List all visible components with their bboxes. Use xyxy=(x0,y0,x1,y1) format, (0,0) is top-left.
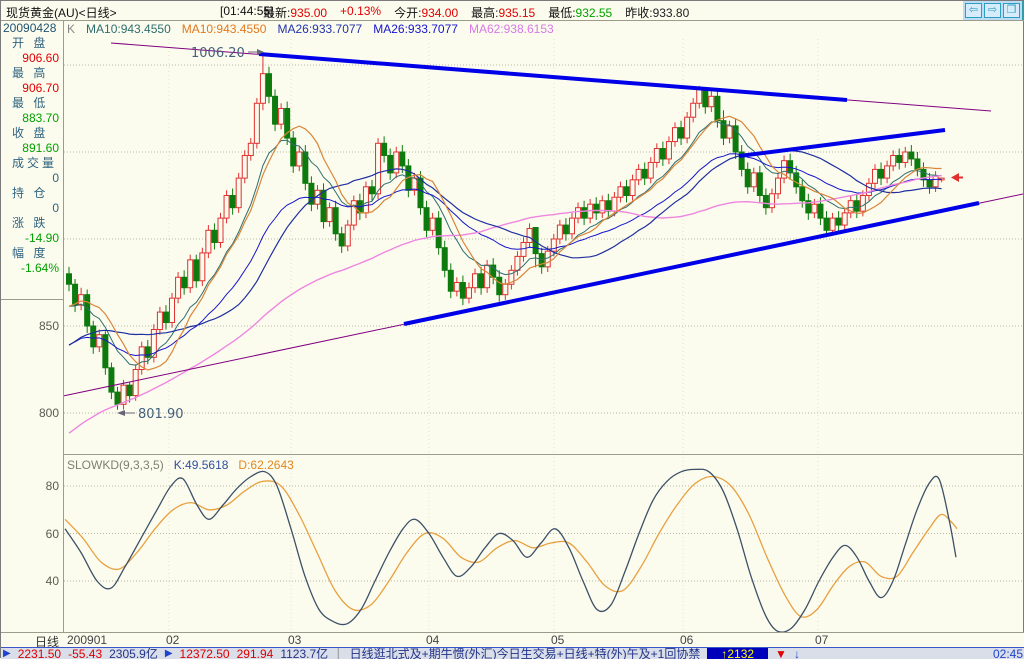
x-tick-07: 07 xyxy=(815,633,829,647)
index-icon: ▶ xyxy=(164,648,173,659)
quote-time: [01:44:55] xyxy=(220,4,274,18)
ma26-value-2: MA26:933.7077 xyxy=(373,22,458,36)
window-nav-buttons: ⇦ ⇨ ❐ xyxy=(963,1,1024,20)
x-axis: 日线 200901 02 03 04 05 06 07 xyxy=(1,633,1024,649)
divider xyxy=(63,454,1024,455)
quote-stats: 最新:935.00 +0.13% 今开:934.00 最高:935.15 最低:… xyxy=(263,4,702,21)
stat-value-change-pct: +0.13% xyxy=(340,4,382,18)
index2-price: 12372.50 xyxy=(179,647,230,659)
divider xyxy=(1,299,63,300)
kd-axis-label-60: 60 xyxy=(45,527,59,541)
stat-label: 昨收: xyxy=(625,6,653,20)
ma10-value: MA10:943.4550 xyxy=(86,22,171,36)
kd-axis-label-40: 40 xyxy=(45,574,59,588)
x-tick-06: 06 xyxy=(680,633,694,647)
x-tick-03: 03 xyxy=(288,633,302,647)
period-selector[interactable]: 日线 xyxy=(34,635,59,649)
sidebar-row-low: 最 低 883.70 xyxy=(12,96,59,125)
svg-text:1006.20: 1006.20 xyxy=(191,46,245,61)
stat-value-last: 935.00 xyxy=(290,6,328,20)
quote-sidebar: 20090428 开 盘 906.60 最 高 906.70 最 低 883.70 收… xyxy=(1,21,63,276)
slowkd-label: SLOWKD(9,3,3,5) xyxy=(67,458,164,472)
sidebar-row-change-pct: 幅 度 -1.64% xyxy=(12,246,59,275)
slowkd-d-value: D:62.2643 xyxy=(238,458,294,472)
index-icon: ▶ xyxy=(3,648,11,659)
price-axis-label-800: 800 xyxy=(38,406,59,420)
index2-amount: 1123.7亿 xyxy=(280,647,329,659)
x-tick-05: 05 xyxy=(551,633,565,647)
sidebar-row-change: 涨 跌 -14.90 xyxy=(12,216,59,245)
divider xyxy=(1,632,1024,633)
x-tick-200901: 200901 xyxy=(67,633,108,647)
instrument-title: 现货黄金(AU)<日线> xyxy=(6,6,117,20)
slowkd-k-value: K:49.5618 xyxy=(173,458,229,472)
k-chart-label: K xyxy=(67,22,76,36)
sidebar-row-close: 收 盘 891.60 xyxy=(12,126,59,155)
stat-value-open: 934.00 xyxy=(421,6,459,20)
divider xyxy=(63,20,64,647)
divider xyxy=(1,20,1024,21)
sidebar-row-volume: 成交量 0 xyxy=(12,156,59,185)
stat-value-high: 935.15 xyxy=(498,6,536,20)
cascade-window-icon[interactable]: ❐ xyxy=(1003,3,1020,18)
down-arrow-icon: ▼ xyxy=(775,647,787,659)
forward-arrow-icon[interactable]: ⇨ xyxy=(984,3,1001,18)
x-tick-04: 04 xyxy=(426,633,440,647)
stat-label: 最高: xyxy=(471,6,499,20)
stat-value-low: 932.55 xyxy=(575,6,613,20)
back-arrow-icon[interactable]: ⇦ xyxy=(965,3,982,18)
stat-label: 最新: xyxy=(263,6,291,20)
main-chart-panel[interactable]: 1006.20 801.90 xyxy=(63,38,1023,454)
slowkd-header: SLOWKD(9,3,3,5) K:49.5618 D:62.2643 xyxy=(67,458,294,472)
scroll-down-icon[interactable]: ↓ xyxy=(793,647,800,659)
ma10-value-2: MA10:943.4550 xyxy=(181,22,267,36)
ticker-highlight: ↑2132 xyxy=(707,648,769,659)
sidebar-row-high: 最 高 906.70 xyxy=(12,66,59,95)
divider: │ xyxy=(335,647,343,659)
stat-value-prev-close: 933.80 xyxy=(652,6,690,20)
title-bar: 现货黄金(AU)<日线> [01:44:55] 最新:935.00 +0.13%… xyxy=(1,1,1024,20)
quote-date: 20090428 xyxy=(3,21,57,35)
index2-change: 291.94 xyxy=(236,647,274,659)
x-tick-02: 02 xyxy=(166,633,180,647)
ma62-value: MA62:938.6153 xyxy=(468,22,554,36)
stat-label: 最低: xyxy=(548,6,576,20)
news-ticker[interactable]: 日线逛北式及+期牛惯(外汇)今日生交易+日线+特(外)午及+1回协禁 xyxy=(349,647,701,659)
stat-label: 今开: xyxy=(394,6,422,20)
slowkd-panel[interactable] xyxy=(63,456,1023,632)
ma-indicator-header: K MA10:943.4550 MA10:943.4550 MA26:933.7… xyxy=(67,22,554,36)
sidebar-row-open: 开 盘 906.60 xyxy=(12,36,59,65)
price-axis-label-850: 850 xyxy=(38,319,59,333)
status-bar: ▶ 2231.50 -55.43 2305.9亿 ▶ 12372.50 291.… xyxy=(1,647,1024,659)
ma26-value: MA26:933.7077 xyxy=(277,22,363,36)
index1-amount: 2305.9亿 xyxy=(109,647,158,659)
index1-price: 2231.50 xyxy=(17,647,62,659)
svg-text:801.90: 801.90 xyxy=(138,407,184,422)
candles xyxy=(66,54,945,410)
kd-axis-label-80: 80 xyxy=(45,479,59,493)
clock: 02:45 xyxy=(992,647,1023,659)
index1-change: -55.43 xyxy=(68,647,103,659)
